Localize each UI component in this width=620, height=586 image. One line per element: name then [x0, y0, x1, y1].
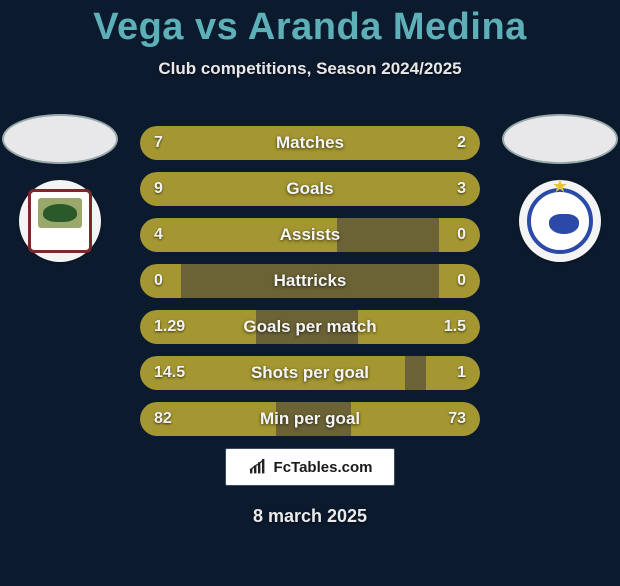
player-right-column [500, 114, 620, 262]
crest-right-icon [527, 188, 593, 254]
stat-label: Assists [140, 218, 480, 252]
stat-row: 00Hattricks [140, 264, 480, 298]
page-title: Vega vs Aranda Medina [0, 6, 620, 49]
chart-icon [248, 459, 268, 475]
stat-row: 72Matches [140, 126, 480, 160]
subtitle: Club competitions, Season 2024/2025 [0, 59, 620, 79]
stat-label: Hattricks [140, 264, 480, 298]
club-badge-right [519, 180, 601, 262]
stat-label: Goals [140, 172, 480, 206]
stat-label: Shots per goal [140, 356, 480, 390]
stat-label: Min per goal [140, 402, 480, 436]
stat-row: 14.51Shots per goal [140, 356, 480, 390]
stat-row: 8273Min per goal [140, 402, 480, 436]
player-left-photo [2, 114, 118, 164]
stat-row: 40Assists [140, 218, 480, 252]
date-text: 8 march 2025 [0, 506, 620, 527]
brand-badge: FcTables.com [225, 448, 395, 486]
player-right-photo [502, 114, 618, 164]
stats-container: 72Matches 93Goals 40Assists 00Hattricks 1.29… [140, 126, 480, 436]
club-badge-left [19, 180, 101, 262]
player-left-column [0, 114, 120, 262]
brand-text: FcTables.com [274, 459, 373, 476]
stat-label: Matches [140, 126, 480, 160]
stat-row: 1.291.5Goals per match [140, 310, 480, 344]
stat-row: 93Goals [140, 172, 480, 206]
stat-label: Goals per match [140, 310, 480, 344]
crest-left-icon [28, 189, 92, 253]
